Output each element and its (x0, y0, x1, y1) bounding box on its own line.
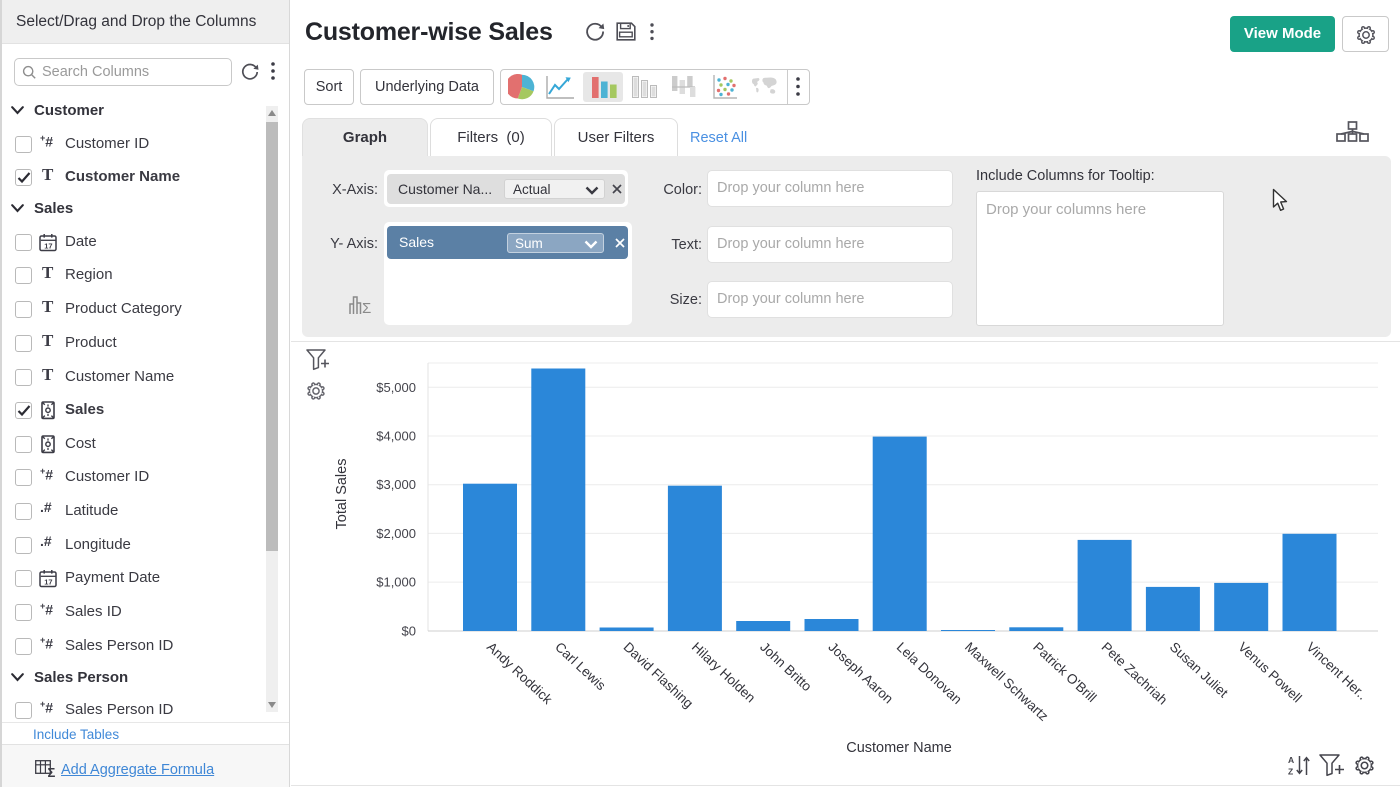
svg-text:Venus Powell: Venus Powell (1235, 639, 1305, 705)
svg-text:Lela Donovan: Lela Donovan (894, 639, 965, 707)
svg-text:$4,000: $4,000 (376, 429, 416, 444)
svg-text:Andy Roddick: Andy Roddick (484, 639, 555, 707)
svg-text:Pete Zachriah: Pete Zachriah (1099, 639, 1171, 707)
svg-text:Patrick O'Brill: Patrick O'Brill (1030, 639, 1099, 705)
svg-text:Σ: Σ (48, 765, 56, 777)
svg-text:$5,000: $5,000 (376, 380, 416, 395)
svg-text:Customer Name: Customer Name (846, 740, 952, 756)
svg-text:Total Sales: Total Sales (334, 459, 350, 530)
svg-text:Z: Z (1288, 767, 1293, 777)
svg-text:Σ: Σ (362, 300, 371, 315)
svg-text:Carl Lewis: Carl Lewis (552, 639, 609, 693)
svg-text:A: A (1288, 755, 1294, 765)
svg-text:John Britto: John Britto (757, 639, 814, 694)
svg-text:$2,000: $2,000 (376, 526, 416, 541)
svg-text:$1,000: $1,000 (376, 575, 416, 590)
svg-text:$0: $0 (402, 624, 416, 639)
svg-text:$3,000: $3,000 (376, 477, 416, 492)
svg-text:Susan Juliet: Susan Juliet (1167, 639, 1231, 700)
svg-text:Hilary Holden: Hilary Holden (689, 639, 759, 705)
svg-text:Vincent Her..: Vincent Her.. (1303, 639, 1370, 703)
svg-text:17: 17 (44, 578, 52, 587)
svg-text:17: 17 (44, 242, 52, 251)
svg-text:Joseph Aaron: Joseph Aaron (825, 639, 896, 706)
svg-text:David Flashing: David Flashing (621, 639, 697, 711)
